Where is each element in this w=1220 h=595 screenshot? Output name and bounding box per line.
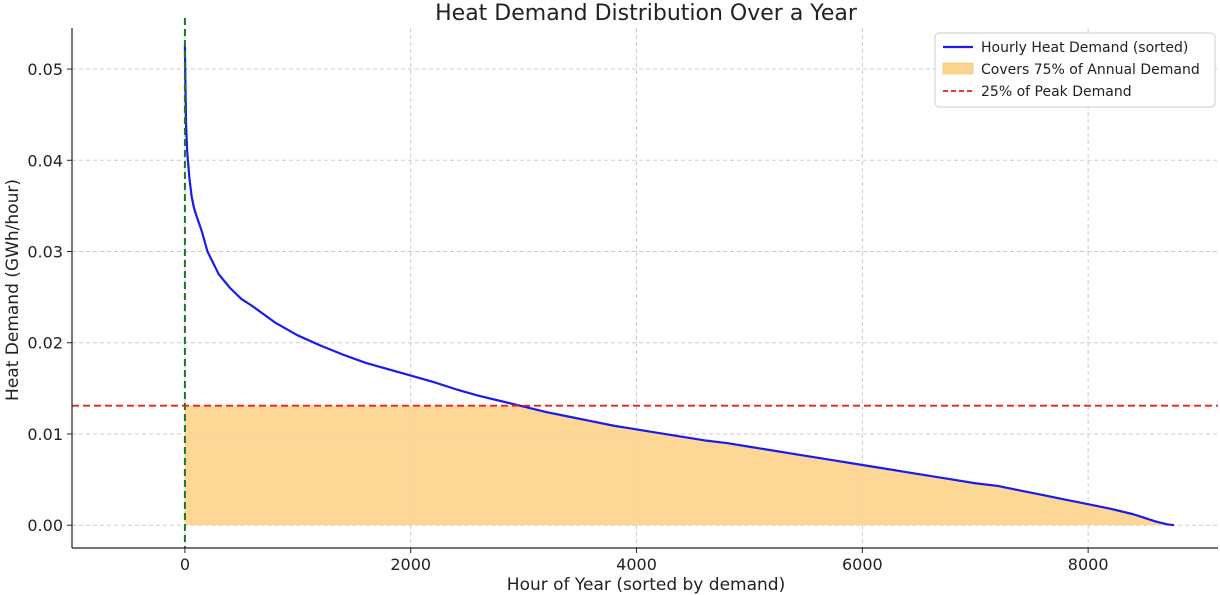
ticks: 0 2000 4000 6000 8000 0.00 0.01 0.02 0.03 0.04 0.0… — [27, 60, 1108, 574]
x-tick-label: 6000 — [842, 555, 883, 574]
legend-label: Hourly Heat Demand (sorted) — [981, 40, 1188, 56]
fill-layer — [184, 405, 1174, 526]
y-tick-label: 0.04 — [27, 151, 63, 170]
legend-box — [934, 32, 1216, 108]
covers-75-area — [184, 405, 1174, 526]
heat-demand-line — [183, 46, 1175, 527]
y-tick-label: 0.03 — [27, 243, 63, 262]
lines-layer — [72, 18, 1218, 548]
legend-label: 25% of Peak Demand — [981, 84, 1132, 100]
legend: Hourly Heat Demand (sorted) Covers 75% of… — [934, 32, 1216, 108]
x-tick-label: 8000 — [1068, 555, 1109, 574]
legend-label: Covers 75% of Annual Demand — [981, 62, 1200, 78]
axes — [71, 28, 1218, 549]
y-tick-label: 0.02 — [27, 334, 63, 353]
y-tick-label: 0.01 — [27, 425, 63, 444]
y-axis-label: Heat Demand (GWh/hour) — [3, 179, 23, 401]
x-tick-label: 4000 — [616, 555, 657, 574]
chart-title: Heat Demand Distribution Over a Year — [435, 1, 858, 26]
x-tick-label: 2000 — [390, 555, 431, 574]
y-tick-label: 0.05 — [27, 60, 63, 79]
x-tick-label: 0 — [180, 555, 190, 574]
legend-swatch-area — [942, 62, 974, 75]
x-axis-label: Hour of Year (sorted by demand) — [507, 575, 785, 595]
y-tick-label: 0.00 — [27, 516, 63, 535]
